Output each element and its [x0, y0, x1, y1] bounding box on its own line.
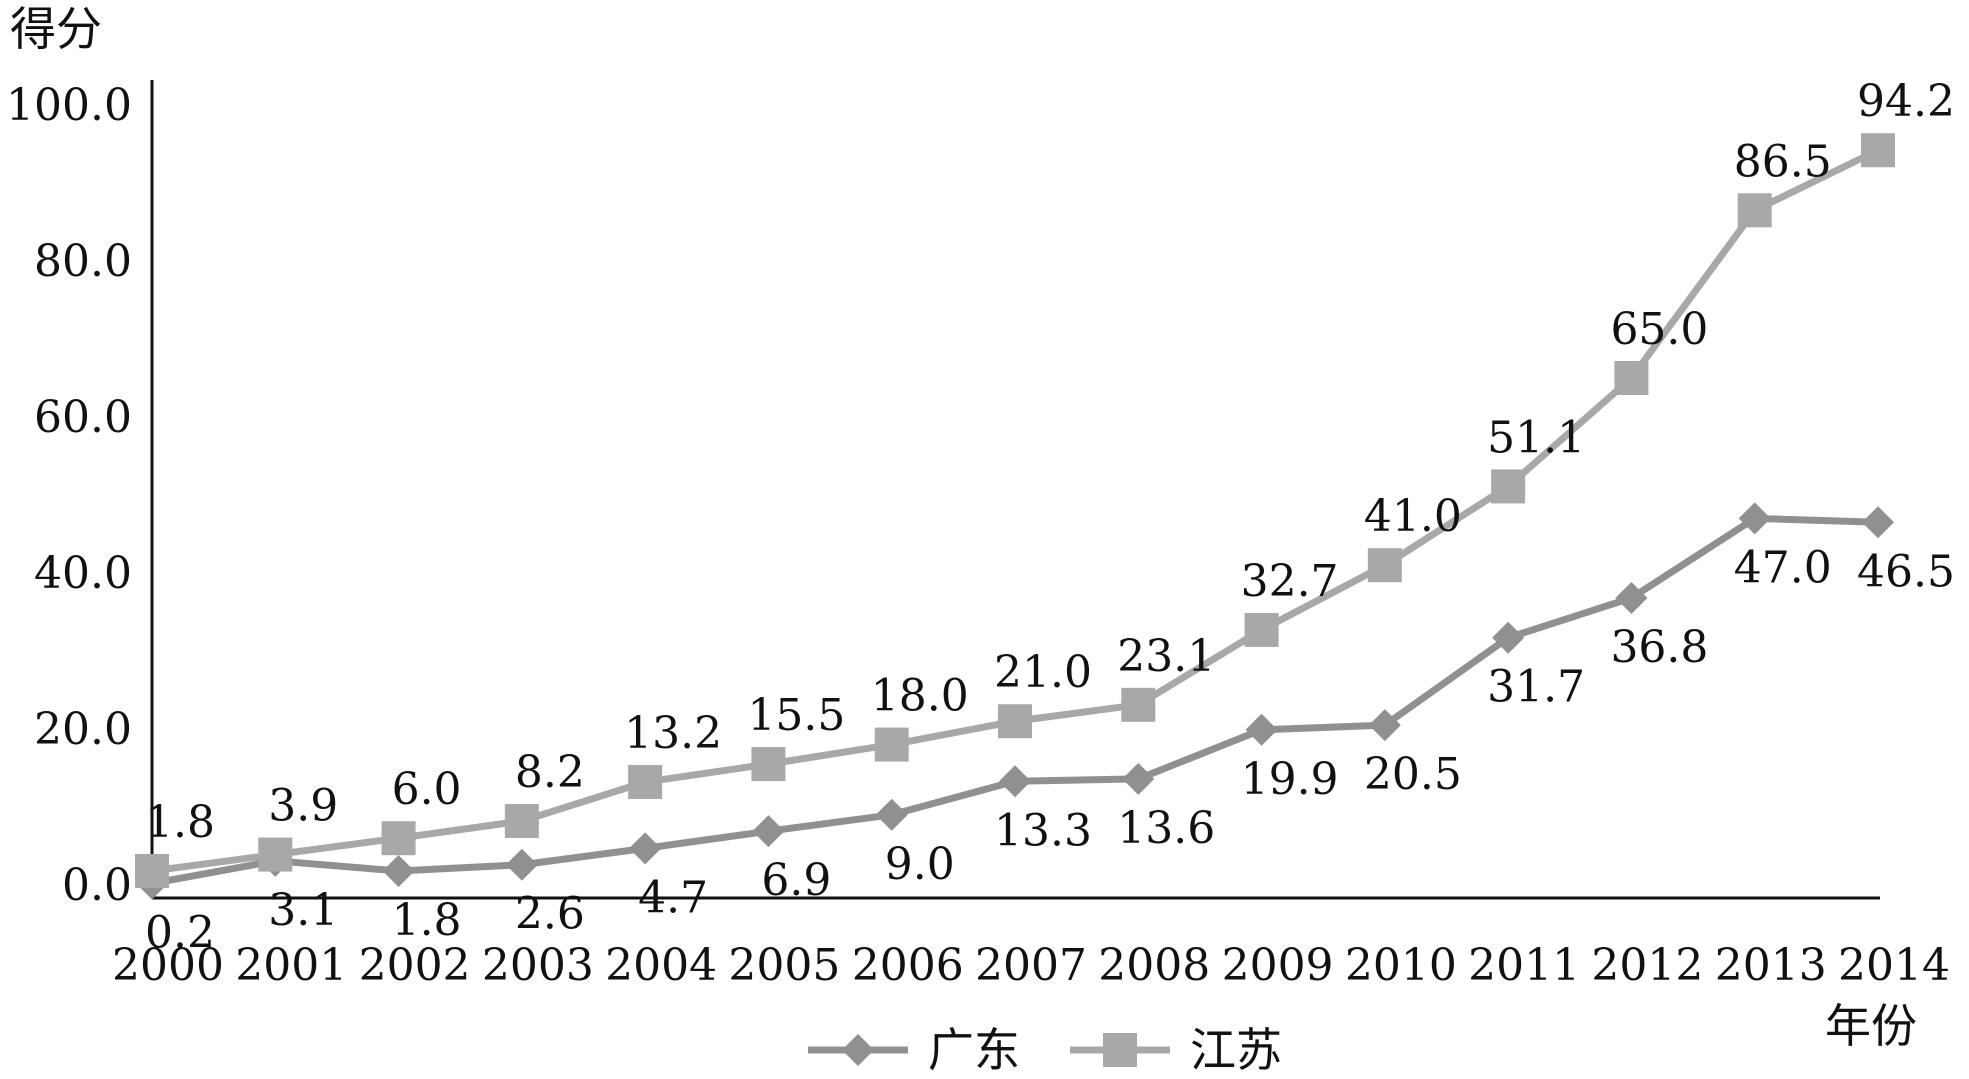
legend-label-jiangsu: 江苏	[1190, 1023, 1282, 1077]
data-label-guangdong: 4.7	[638, 872, 708, 923]
x-tick-label: 2010	[1345, 940, 1457, 991]
x-tick-label: 2007	[975, 940, 1087, 991]
data-point-jiangsu	[998, 704, 1032, 739]
data-label-jiangsu: 65.0	[1610, 304, 1708, 355]
y-axis-title: 得分	[10, 2, 102, 56]
data-label-guangdong: 20.5	[1364, 749, 1462, 800]
data-point-guangdong	[1492, 621, 1525, 654]
x-tick-label: 2011	[1468, 940, 1580, 991]
data-label-guangdong: 13.6	[1117, 803, 1215, 854]
data-label-guangdong: 0.2	[145, 907, 215, 958]
x-tick-label: 2003	[482, 940, 594, 991]
data-point-jiangsu	[628, 765, 663, 800]
series-line-jiangsu	[151, 147, 1880, 875]
data-point-guangdong	[505, 848, 538, 881]
data-label-guangdong: 3.1	[268, 885, 338, 936]
data-point-jiangsu	[381, 821, 416, 856]
x-tick-label: 2013	[1715, 940, 1827, 991]
data-point-guangdong	[1615, 581, 1648, 614]
data-point-jiangsu	[874, 727, 909, 762]
data-label-jiangsu: 8.2	[515, 747, 585, 798]
data-point-jiangsu	[1121, 687, 1156, 722]
x-tick-label: 2009	[1222, 940, 1334, 991]
data-label-jiangsu: 41.0	[1364, 491, 1462, 542]
data-point-jiangsu	[1737, 193, 1772, 228]
data-label-guangdong: 36.8	[1610, 622, 1708, 673]
data-point-guangdong	[1738, 502, 1771, 535]
x-tick-label: 2014	[1838, 940, 1950, 991]
data-label-guangdong: 19.9	[1241, 754, 1339, 805]
data-label-jiangsu: 1.8	[145, 797, 215, 848]
data-point-jiangsu	[751, 747, 786, 782]
y-tick-label: 80.0	[34, 236, 132, 287]
data-label-guangdong: 2.6	[515, 889, 585, 940]
y-tick-label: 100.0	[6, 80, 132, 131]
data-label-jiangsu: 15.5	[747, 690, 845, 741]
legend-label-guangdong: 广东	[928, 1023, 1020, 1077]
data-label-jiangsu: 18.0	[871, 671, 969, 722]
data-point-jiangsu	[1861, 133, 1895, 168]
x-tick-label: 2002	[359, 940, 471, 991]
data-point-jiangsu	[135, 853, 169, 888]
data-point-jiangsu	[1244, 612, 1279, 647]
data-label-jiangsu: 13.2	[624, 708, 722, 759]
x-tick-label: 2012	[1591, 940, 1703, 991]
data-label-guangdong: 47.0	[1734, 542, 1832, 593]
data-label-jiangsu: 6.0	[392, 764, 462, 815]
data-label-jiangsu: 32.7	[1241, 556, 1339, 607]
data-point-guangdong	[629, 832, 662, 865]
data-point-guangdong	[1862, 506, 1894, 539]
data-point-jiangsu	[1491, 469, 1526, 504]
data-point-guangdong	[875, 798, 908, 831]
data-label-guangdong: 9.0	[885, 839, 955, 890]
legend: 广东 江苏	[808, 1023, 1282, 1077]
x-tick-label: 2000	[112, 940, 224, 991]
data-point-jiangsu	[1614, 361, 1649, 395]
data-label-jiangsu: 94.2	[1857, 76, 1955, 127]
data-point-guangdong	[999, 765, 1031, 798]
data-label-jiangsu: 51.1	[1487, 412, 1585, 463]
data-point-guangdong	[382, 854, 415, 887]
y-tick-label: 60.0	[34, 392, 132, 443]
data-point-guangdong	[752, 815, 785, 848]
data-label-guangdong: 31.7	[1487, 662, 1585, 713]
data-label-guangdong: 13.3	[994, 805, 1092, 856]
x-tick-label: 2005	[728, 940, 840, 991]
data-label-guangdong: 1.8	[392, 895, 462, 946]
data-point-jiangsu	[504, 804, 539, 839]
legend-marker-jiangsu	[1103, 1033, 1137, 1067]
x-tick-label: 2008	[1098, 940, 1210, 991]
x-tick-label: 2001	[235, 940, 347, 991]
data-point-jiangsu	[258, 837, 293, 872]
x-tick-label: 2004	[605, 940, 717, 991]
data-point-guangdong	[1245, 713, 1278, 746]
data-label-guangdong: 46.5	[1857, 546, 1955, 597]
y-tick-label: 0.0	[62, 860, 132, 911]
data-label-guangdong: 6.9	[761, 855, 831, 906]
data-point-guangdong	[1368, 709, 1401, 742]
data-point-guangdong	[1122, 762, 1155, 795]
data-label-jiangsu: 86.5	[1734, 136, 1832, 187]
legend-marker-guangdong	[842, 1034, 874, 1066]
data-label-jiangsu: 21.0	[994, 647, 1092, 698]
data-label-jiangsu: 23.1	[1117, 631, 1215, 682]
y-tick-label: 20.0	[34, 704, 132, 755]
y-tick-label: 40.0	[34, 548, 132, 599]
x-axis-title: 年份	[1825, 999, 1917, 1053]
x-tick-label: 2006	[852, 940, 964, 991]
data-label-jiangsu: 3.9	[268, 781, 338, 832]
data-point-jiangsu	[1367, 548, 1402, 583]
